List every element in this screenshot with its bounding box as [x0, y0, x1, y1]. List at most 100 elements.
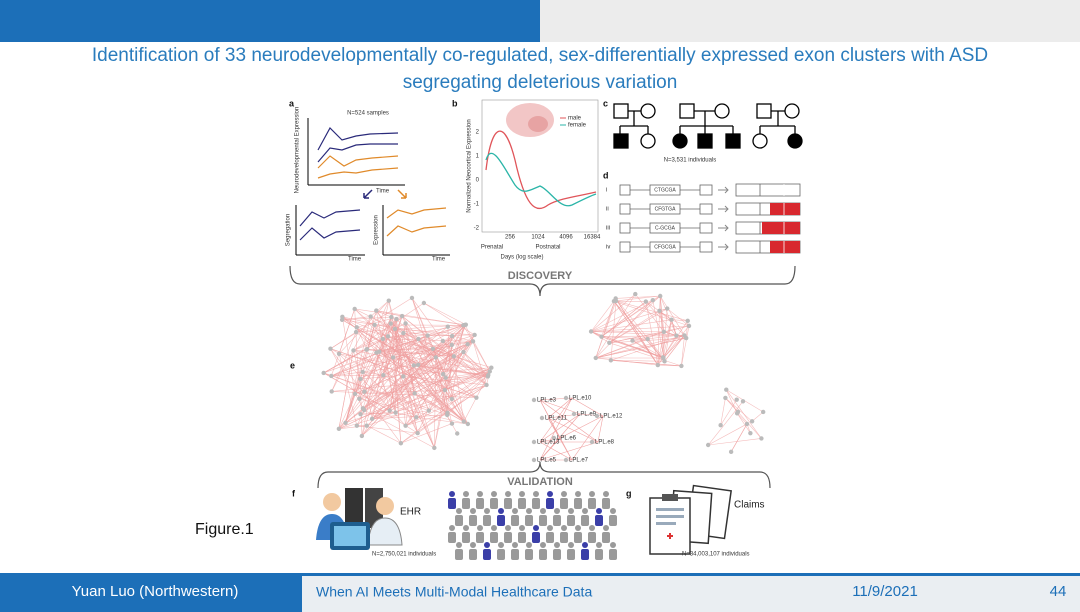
edge — [613, 300, 659, 366]
person-body — [574, 532, 582, 543]
curve — [485, 130, 597, 210]
edge — [362, 351, 464, 409]
panel-letter: d — [603, 170, 609, 180]
node — [724, 387, 729, 392]
edge — [323, 372, 390, 411]
edge — [615, 298, 659, 366]
node — [531, 457, 537, 463]
node — [364, 423, 369, 428]
node — [760, 409, 766, 415]
edge — [359, 326, 448, 400]
edge — [736, 413, 748, 425]
edge — [453, 324, 467, 357]
node — [465, 341, 470, 347]
person-head — [533, 525, 539, 531]
axis-label: Time — [432, 257, 446, 263]
exon — [699, 203, 713, 215]
person-body — [518, 498, 526, 509]
edge — [362, 364, 419, 373]
person-body — [609, 515, 617, 526]
footer-author: Yuan Luo (Northwestern) — [72, 583, 239, 600]
node — [343, 420, 348, 426]
pedigree — [613, 103, 803, 149]
node — [421, 300, 427, 306]
person-body — [539, 515, 547, 526]
edge — [342, 316, 371, 321]
edge — [597, 415, 604, 443]
person-icon — [367, 517, 403, 546]
person-head — [491, 525, 497, 531]
edge — [432, 334, 475, 350]
row-numeral: i — [606, 188, 607, 194]
person-body — [546, 532, 554, 543]
node — [386, 298, 391, 303]
edge — [405, 324, 467, 426]
person-body — [588, 532, 596, 543]
curve — [386, 207, 447, 219]
edge — [571, 415, 604, 461]
node — [380, 336, 386, 342]
label: N=2,750,021 individuals — [372, 552, 436, 558]
person-body — [581, 515, 589, 526]
edge — [609, 295, 661, 344]
person-body — [553, 549, 561, 560]
node-label: LPL.e10 — [569, 396, 592, 402]
person-head — [554, 542, 560, 548]
curve — [317, 155, 399, 169]
edge — [664, 335, 685, 362]
variant-block — [770, 203, 800, 215]
row-numeral: iv — [606, 245, 610, 251]
axis-label: Neurodevelopmental Expression — [295, 107, 301, 194]
person-head — [498, 542, 504, 548]
edge — [601, 301, 647, 337]
person-head — [596, 508, 602, 514]
person-body — [504, 498, 512, 509]
node — [392, 326, 398, 332]
curve — [485, 152, 597, 207]
edge — [662, 319, 672, 358]
node — [388, 321, 393, 326]
person-icon — [376, 497, 394, 515]
edge — [418, 364, 488, 377]
crowd — [448, 491, 617, 560]
edge — [345, 324, 375, 423]
node — [588, 329, 594, 334]
edge — [363, 315, 403, 411]
person-head — [498, 508, 504, 514]
person-head — [463, 525, 469, 531]
edge — [595, 338, 648, 359]
sequence: CTGCGA — [654, 187, 676, 193]
node — [412, 391, 417, 396]
edge — [366, 334, 475, 426]
person-body — [469, 515, 477, 526]
person-body — [504, 532, 512, 543]
edge — [388, 334, 475, 337]
legend-label: female — [568, 123, 587, 129]
edge — [539, 437, 561, 443]
person-head — [505, 525, 511, 531]
edge — [364, 338, 419, 392]
edge — [382, 338, 474, 342]
person-body — [497, 515, 505, 526]
edge — [720, 397, 726, 426]
person-body — [602, 532, 610, 543]
node — [461, 419, 467, 424]
edge — [342, 316, 392, 321]
person-head — [582, 542, 588, 548]
person-head — [603, 491, 609, 497]
node — [440, 371, 446, 377]
node-label: LPL.e7 — [569, 458, 589, 464]
node — [443, 375, 448, 380]
exon — [649, 203, 681, 215]
edge — [361, 324, 467, 437]
edge — [417, 384, 487, 434]
person-head — [575, 491, 581, 497]
node — [377, 349, 382, 354]
person-head — [610, 508, 616, 514]
person-body — [483, 549, 491, 560]
node — [650, 297, 656, 303]
person-head — [449, 491, 455, 497]
tick-label: 16384 — [584, 235, 601, 241]
node — [658, 293, 663, 299]
edge — [428, 389, 446, 411]
